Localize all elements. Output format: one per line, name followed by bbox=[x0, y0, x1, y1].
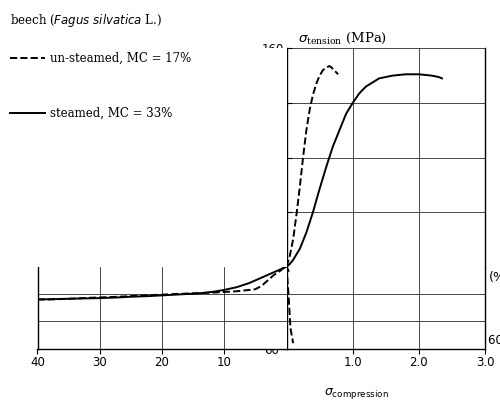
Text: $\sigma_{\mathregular{tension}}$ (MPa): $\sigma_{\mathregular{tension}}$ (MPa) bbox=[298, 31, 386, 46]
Text: steamed, MC = 33%: steamed, MC = 33% bbox=[50, 106, 172, 119]
Text: beech ($\mathit{Fagus\ silvatica}$ L.): beech ($\mathit{Fagus\ silvatica}$ L.) bbox=[10, 12, 162, 29]
Text: 60   (MPa): 60 (MPa) bbox=[488, 334, 500, 347]
Text: (%) $\varepsilon$: (%) $\varepsilon$ bbox=[488, 269, 500, 284]
Text: $\sigma_{\mathregular{compression}}$: $\sigma_{\mathregular{compression}}$ bbox=[324, 386, 388, 401]
Text: un-steamed, MC = 17%: un-steamed, MC = 17% bbox=[50, 52, 191, 65]
